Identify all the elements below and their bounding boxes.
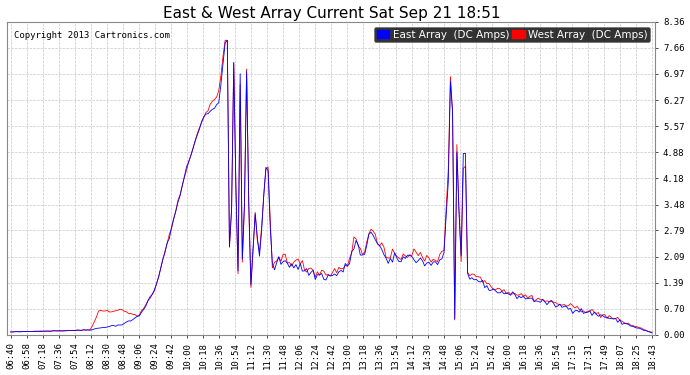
Title: East & West Array Current Sat Sep 21 18:51: East & West Array Current Sat Sep 21 18:… — [163, 6, 500, 21]
Legend: East Array  (DC Amps), West Array  (DC Amps): East Array (DC Amps), West Array (DC Amp… — [375, 27, 650, 42]
Text: Copyright 2013 Cartronics.com: Copyright 2013 Cartronics.com — [14, 31, 170, 40]
